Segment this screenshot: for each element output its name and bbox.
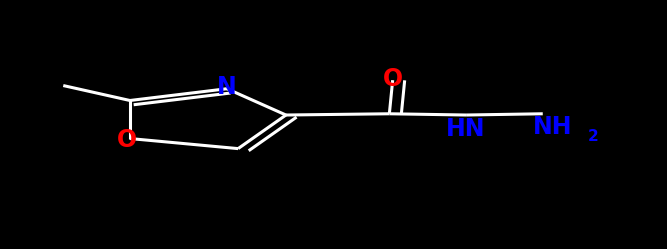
Text: O: O bbox=[383, 67, 403, 91]
Text: N: N bbox=[217, 75, 237, 100]
Text: NH: NH bbox=[533, 116, 572, 139]
Text: HN: HN bbox=[446, 117, 486, 141]
Text: 2: 2 bbox=[588, 129, 598, 144]
Text: O: O bbox=[117, 128, 137, 152]
